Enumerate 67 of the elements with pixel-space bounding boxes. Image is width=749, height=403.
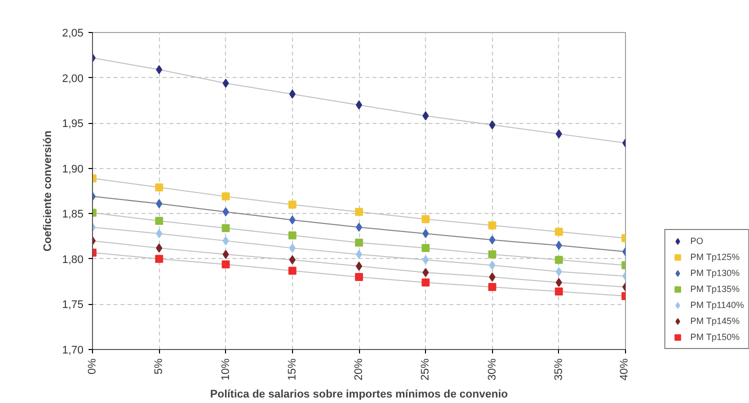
legend-label: PM Tp125%	[690, 251, 740, 264]
point	[422, 215, 430, 224]
legend-label: PM Tp135%	[690, 283, 740, 296]
x-tick-label: 5%	[153, 358, 166, 374]
x-tick-label: 40%	[618, 358, 630, 381]
x-tick-label: 10%	[220, 358, 232, 381]
point	[355, 273, 363, 282]
point	[156, 244, 162, 253]
point	[289, 255, 296, 264]
legend-label: PM Tp1140%	[690, 299, 744, 312]
point	[355, 208, 363, 216]
point	[422, 255, 429, 264]
point	[155, 254, 164, 263]
point	[422, 229, 429, 238]
point	[156, 199, 162, 208]
x-tick-label: 20%	[353, 358, 365, 381]
legend-label: PO	[690, 235, 704, 248]
point	[289, 215, 296, 224]
point	[356, 222, 362, 232]
point	[422, 278, 430, 286]
point	[155, 183, 164, 192]
x-tick-label: 25%	[420, 358, 432, 381]
point	[556, 240, 562, 250]
point	[488, 250, 496, 258]
point	[222, 192, 230, 200]
point	[422, 244, 430, 252]
x-tick-label: 15%	[286, 358, 298, 381]
point	[289, 244, 296, 253]
point	[288, 266, 296, 275]
point	[554, 228, 563, 236]
y-tick-label: 2,05	[62, 28, 84, 40]
legend-label: PM Tp130%	[690, 267, 740, 280]
point	[422, 268, 429, 278]
point	[288, 231, 296, 240]
point	[156, 65, 162, 74]
point	[556, 129, 562, 138]
point	[556, 267, 562, 276]
point	[356, 262, 362, 271]
y-tick-label: 2,00	[62, 72, 84, 85]
x-tick-label: 35%	[552, 358, 565, 381]
point	[156, 229, 162, 238]
point	[289, 90, 296, 99]
legend-label: PM Tp150%	[690, 331, 740, 344]
y-tick-label: 1,85	[62, 208, 84, 221]
point	[554, 288, 563, 296]
point	[155, 216, 164, 225]
x-axis-title: Política de salarios sobre importes mínimos de convenio	[210, 388, 508, 401]
point	[356, 100, 362, 110]
y-tick-label: 1,95	[62, 118, 84, 130]
y-axis-title: Coeficiente conversión	[42, 130, 54, 252]
point	[288, 200, 296, 209]
y-tick-label: 1,90	[62, 163, 84, 176]
y-tick-label: 1,80	[62, 254, 84, 266]
point	[488, 283, 496, 292]
point	[356, 250, 362, 259]
point	[556, 278, 562, 287]
point	[222, 260, 230, 268]
x-tick-label: 30%	[486, 358, 498, 381]
point	[488, 221, 496, 230]
x-tick-label: 0%	[86, 358, 98, 374]
point	[222, 224, 230, 232]
legend-label: PM Tp145%	[690, 315, 740, 328]
point	[422, 111, 429, 120]
y-tick-label: 1,75	[62, 299, 84, 312]
point	[355, 238, 363, 247]
y-tick-label: 1,70	[62, 344, 84, 356]
point	[554, 256, 563, 264]
